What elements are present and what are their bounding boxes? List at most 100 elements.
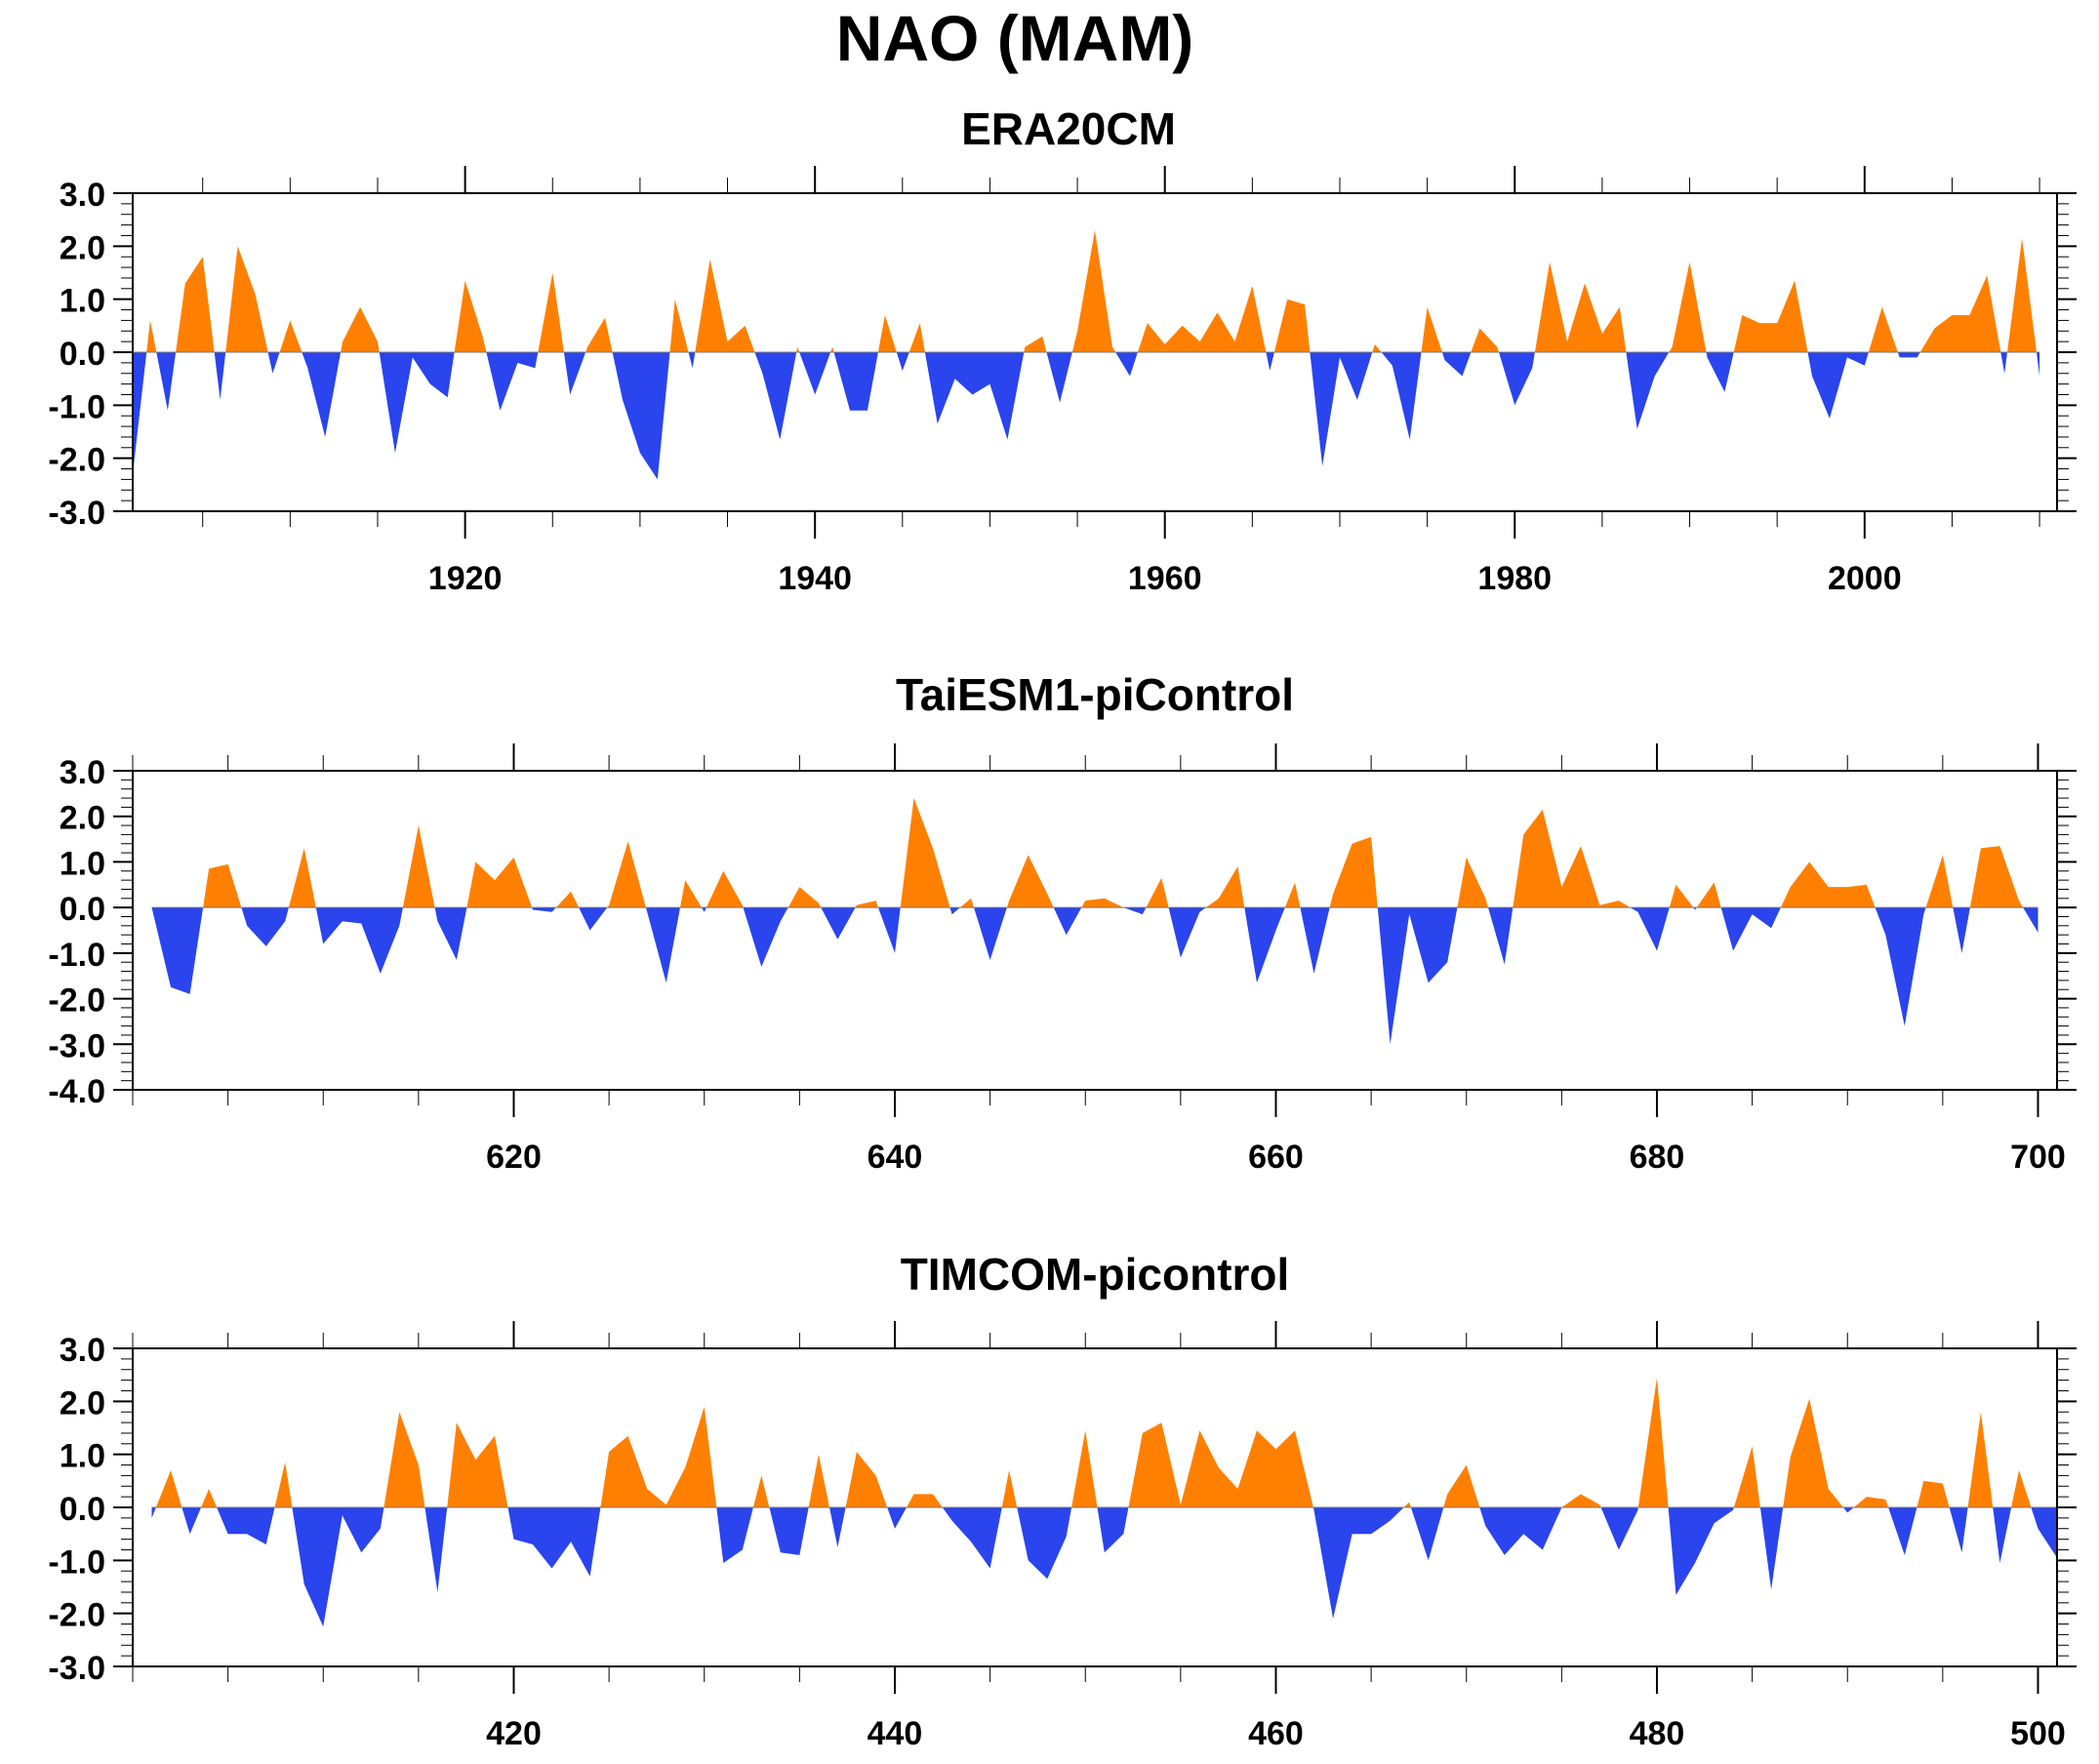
- y-tick-label: -3.0: [48, 1650, 105, 1687]
- y-tick-label: 1.0: [60, 845, 105, 882]
- positive-area-46: [1780, 862, 1876, 908]
- positive-area-42: [1669, 884, 1694, 908]
- negative-area-9: [532, 907, 556, 912]
- negative-area-10: [379, 352, 455, 454]
- positive-area-47: [1733, 280, 1808, 352]
- panel-timcom-picontrol: TIMCOM-picontrol -3.0 -2.0 -1.0 0.0 1.0 2.0 3.…: [48, 1249, 2077, 1752]
- positive-area-32: [1205, 866, 1245, 908]
- negative-area-20: [754, 352, 797, 440]
- positive-area-49: [1868, 306, 1898, 352]
- positive-area-23: [1071, 1430, 1098, 1507]
- negative-area-36: [1310, 352, 1373, 466]
- negative-area-2: [182, 1507, 202, 1535]
- negative-area-26: [1312, 1507, 1404, 1620]
- negative-area-31: [1168, 907, 1206, 958]
- negative-area-22: [799, 352, 831, 395]
- negative-area-0: [133, 352, 147, 474]
- negative-area-18: [887, 1507, 907, 1529]
- positive-area-3: [176, 257, 215, 352]
- negative-area-12: [716, 1507, 753, 1563]
- negative-area-34: [1668, 1507, 1734, 1595]
- positive-area-33: [1637, 1377, 1669, 1507]
- negative-area-42: [1499, 352, 1535, 406]
- negative-area-38: [1381, 352, 1422, 440]
- negative-area-24: [833, 352, 878, 411]
- negative-area-42: [1949, 1507, 1968, 1553]
- x-tick-label: 1960: [1128, 560, 1202, 597]
- y-tick-label: 0.0: [60, 891, 105, 928]
- negative-area-17: [743, 907, 788, 967]
- positive-area-45: [1669, 261, 1707, 352]
- negative-area-8: [424, 1507, 448, 1592]
- positive-area-16: [706, 870, 744, 908]
- positive-area-5: [225, 246, 268, 352]
- negative-area-41: [1630, 907, 1670, 951]
- positive-area-41: [1471, 328, 1499, 352]
- positive-area-4: [288, 848, 316, 908]
- negative-area-26: [896, 352, 909, 371]
- negative-area-7: [434, 907, 467, 960]
- negative-area-28: [1410, 1507, 1444, 1561]
- positive-area-29: [1024, 336, 1047, 352]
- x-tick-label: 1980: [1477, 560, 1552, 597]
- positive-area-9: [341, 306, 380, 352]
- x-tick-label: 1920: [428, 560, 503, 597]
- negative-area-8: [302, 352, 342, 437]
- panel-title-taiesm1: TaiESM1-piControl: [896, 669, 1294, 720]
- negative-area-32: [1115, 352, 1138, 377]
- x-tick-label: 640: [868, 1139, 923, 1176]
- positive-area-11: [600, 1406, 717, 1507]
- negative-area-3: [241, 907, 289, 946]
- negative-area-12: [486, 352, 539, 411]
- negative-area-29: [1123, 907, 1147, 915]
- panel-title-timcom: TIMCOM-picontrol: [901, 1249, 1290, 1300]
- negative-area-33: [1244, 907, 1285, 983]
- positive-area-41: [1917, 1480, 1950, 1507]
- positive-area-27: [908, 323, 925, 352]
- negative-area-1: [151, 907, 204, 994]
- x-tick-label: 2000: [1828, 560, 1902, 597]
- negative-area-49: [1953, 907, 1970, 953]
- positive-area-39: [1421, 306, 1442, 352]
- positive-area-26: [1006, 855, 1054, 908]
- positive-area-35: [1733, 1446, 1760, 1507]
- negative-area-28: [924, 352, 1025, 440]
- positive-area-6: [402, 825, 435, 908]
- negative-area-30: [1046, 352, 1072, 403]
- negative-area-52: [2000, 352, 2007, 374]
- negative-area-23: [949, 907, 960, 915]
- positive-area-7: [383, 1412, 425, 1507]
- plot-area-taiesm1: -4.0 -3.0 -2.0 -1.0 0.0 1.0 2.0 3.0 620 640 660 680…: [48, 743, 2077, 1176]
- y-tick-label: -3.0: [48, 1027, 105, 1064]
- negative-area-4: [214, 352, 226, 400]
- positive-area-50: [1969, 846, 2024, 908]
- positive-area-45: [2011, 1470, 2032, 1507]
- positive-area-15: [585, 317, 613, 352]
- positive-area-9: [447, 1423, 508, 1507]
- negative-area-36: [1759, 1507, 1784, 1590]
- positive-area-53: [2007, 238, 2037, 352]
- x-tick-label: 500: [2010, 1715, 2066, 1752]
- negative-area-6: [292, 1507, 384, 1627]
- negative-area-34: [1266, 352, 1274, 371]
- positive-area-31: [1071, 230, 1116, 352]
- positive-area-43: [1967, 1412, 1994, 1507]
- y-tick-label: -1.0: [48, 1544, 105, 1581]
- negative-area-10: [507, 1507, 601, 1577]
- positive-area-11: [454, 280, 487, 352]
- positive-area-17: [845, 1452, 888, 1507]
- negative-area-16: [612, 352, 670, 480]
- negative-area-47: [1875, 907, 1926, 1026]
- positive-area-17: [669, 299, 689, 352]
- panel-title-era20cm: ERA20CM: [961, 103, 1176, 154]
- positive-area-13: [538, 272, 564, 352]
- positive-area-51: [1919, 275, 2001, 352]
- positive-area-22: [900, 798, 950, 908]
- negative-area-22: [1017, 1507, 1072, 1580]
- positive-area-20: [855, 901, 878, 908]
- positive-area-19: [695, 259, 755, 352]
- positive-area-10: [555, 891, 580, 908]
- x-tick-label: 700: [2010, 1139, 2066, 1176]
- negative-area-13: [645, 907, 680, 983]
